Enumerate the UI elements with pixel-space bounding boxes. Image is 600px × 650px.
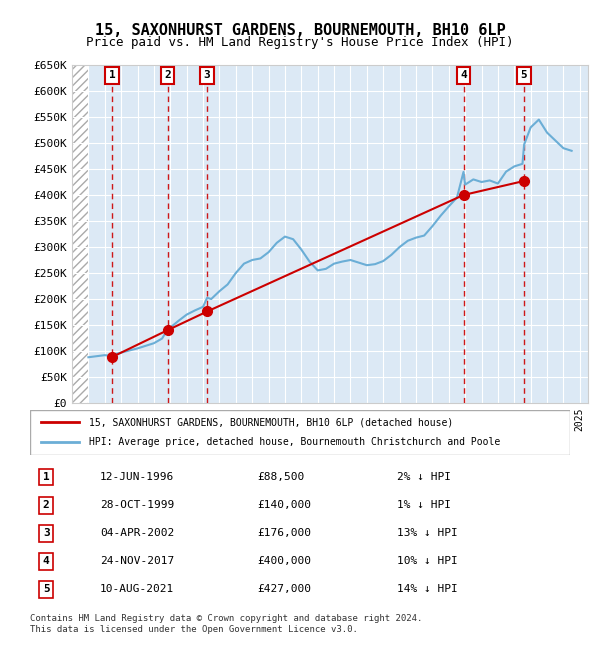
Text: 3: 3 <box>43 528 50 538</box>
Text: £427,000: £427,000 <box>257 584 311 594</box>
Text: 2% ↓ HPI: 2% ↓ HPI <box>397 472 451 482</box>
Text: Price paid vs. HM Land Registry's House Price Index (HPI): Price paid vs. HM Land Registry's House … <box>86 36 514 49</box>
Text: 15, SAXONHURST GARDENS, BOURNEMOUTH, BH10 6LP (detached house): 15, SAXONHURST GARDENS, BOURNEMOUTH, BH1… <box>89 417 454 427</box>
Text: Contains HM Land Registry data © Crown copyright and database right 2024.
This d: Contains HM Land Registry data © Crown c… <box>30 614 422 634</box>
Text: 14% ↓ HPI: 14% ↓ HPI <box>397 584 458 594</box>
Text: 4: 4 <box>43 556 50 566</box>
Text: 12-JUN-1996: 12-JUN-1996 <box>100 472 175 482</box>
Text: 10% ↓ HPI: 10% ↓ HPI <box>397 556 458 566</box>
Bar <box>72 65 88 403</box>
Text: 10-AUG-2021: 10-AUG-2021 <box>100 584 175 594</box>
Text: 5: 5 <box>43 584 50 594</box>
Text: £140,000: £140,000 <box>257 500 311 510</box>
Text: 1: 1 <box>109 70 116 81</box>
Text: 24-NOV-2017: 24-NOV-2017 <box>100 556 175 566</box>
Text: 4: 4 <box>460 70 467 81</box>
Text: £88,500: £88,500 <box>257 472 304 482</box>
Text: 15, SAXONHURST GARDENS, BOURNEMOUTH, BH10 6LP: 15, SAXONHURST GARDENS, BOURNEMOUTH, BH1… <box>95 23 505 38</box>
Text: 2: 2 <box>164 70 171 81</box>
Text: £176,000: £176,000 <box>257 528 311 538</box>
Text: 04-APR-2002: 04-APR-2002 <box>100 528 175 538</box>
Bar <box>72 65 88 403</box>
Text: 1% ↓ HPI: 1% ↓ HPI <box>397 500 451 510</box>
Text: 28-OCT-1999: 28-OCT-1999 <box>100 500 175 510</box>
Text: 13% ↓ HPI: 13% ↓ HPI <box>397 528 458 538</box>
Text: 5: 5 <box>521 70 527 81</box>
FancyBboxPatch shape <box>30 410 570 455</box>
Text: 2: 2 <box>43 500 50 510</box>
Text: HPI: Average price, detached house, Bournemouth Christchurch and Poole: HPI: Average price, detached house, Bour… <box>89 437 500 447</box>
Text: 1: 1 <box>43 472 50 482</box>
Text: £400,000: £400,000 <box>257 556 311 566</box>
Text: 3: 3 <box>204 70 211 81</box>
